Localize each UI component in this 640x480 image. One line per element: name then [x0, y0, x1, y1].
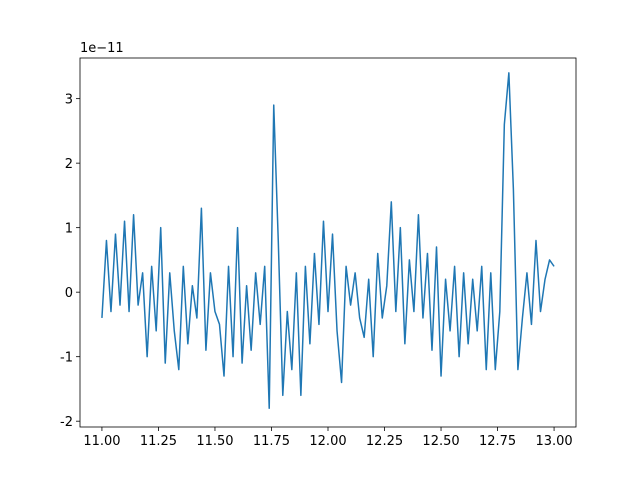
y-tick-label: -1 — [60, 351, 73, 366]
y-tick-label: -2 — [60, 415, 73, 430]
x-tick-label: 11.25 — [140, 434, 177, 449]
x-tick-label: 12.25 — [366, 434, 403, 449]
x-tick-label: 13.00 — [535, 434, 572, 449]
x-tick-label: 11.75 — [253, 434, 290, 449]
data-line — [101, 72, 555, 410]
axes-frame — [79, 57, 577, 428]
x-tick-label: 12.75 — [479, 434, 516, 449]
y-tick-label: 2 — [65, 157, 73, 172]
x-tick-label: 11.50 — [196, 434, 233, 449]
x-tick-label: 12.00 — [309, 434, 346, 449]
y-tick-label: 1 — [65, 222, 73, 237]
x-tick-label: 11.00 — [83, 434, 120, 449]
offset-text: 1e−11 — [80, 41, 124, 56]
y-tick-label: 0 — [65, 286, 73, 301]
x-tick-label: 12.50 — [422, 434, 459, 449]
y-tick-label: 3 — [65, 93, 73, 108]
